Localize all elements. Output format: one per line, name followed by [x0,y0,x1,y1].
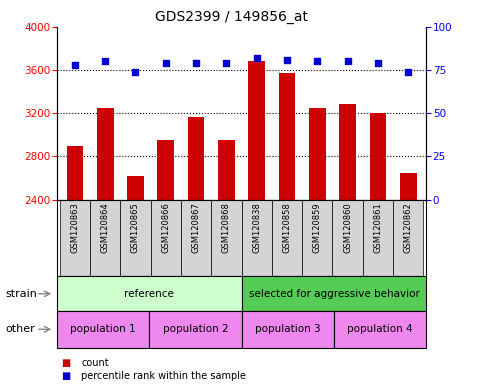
Text: GSM120861: GSM120861 [374,202,383,253]
Bar [90,200,120,276]
Bar [332,200,363,276]
Text: GDS2399 / 149856_at: GDS2399 / 149856_at [155,10,308,23]
Text: population 3: population 3 [255,324,320,334]
Bar [400,173,417,200]
Text: GSM120865: GSM120865 [131,202,140,253]
Point [404,69,412,75]
Bar [393,200,423,276]
Bar [149,311,242,348]
Bar [339,104,356,200]
Bar [334,311,426,348]
Text: GSM120863: GSM120863 [70,202,79,253]
Text: population 4: population 4 [348,324,413,334]
Bar [188,116,205,200]
Bar [57,311,149,348]
Bar [279,73,295,200]
Text: ■: ■ [62,371,71,381]
Text: GSM120864: GSM120864 [101,202,109,253]
Text: GSM120858: GSM120858 [282,202,291,253]
Bar [242,311,334,348]
Text: ■: ■ [62,358,71,368]
Bar [157,140,174,200]
Bar [67,146,83,200]
Bar [309,108,326,200]
Text: GSM120859: GSM120859 [313,202,322,253]
Bar [151,200,181,276]
Text: GSM120868: GSM120868 [222,202,231,253]
Bar [242,200,272,276]
Point [253,55,261,61]
Text: selected for aggressive behavior: selected for aggressive behavior [248,289,420,299]
Bar [60,200,90,276]
Text: reference: reference [124,289,174,299]
Text: percentile rank within the sample: percentile rank within the sample [81,371,246,381]
Point [314,58,321,65]
Bar [97,108,113,200]
Bar [248,61,265,200]
Bar [218,140,235,200]
Point [192,60,200,66]
Bar [211,200,242,276]
Text: population 2: population 2 [163,324,228,334]
Point [344,58,352,65]
Bar [370,113,387,200]
Point [222,60,230,66]
Text: other: other [5,324,35,334]
Text: strain: strain [5,289,37,299]
Bar [302,200,332,276]
Point [283,56,291,63]
Point [374,60,382,66]
Bar [242,276,426,311]
Text: GSM120867: GSM120867 [192,202,201,253]
Point [101,58,109,65]
Text: GSM120860: GSM120860 [343,202,352,253]
Text: count: count [81,358,109,368]
Text: GSM120838: GSM120838 [252,202,261,253]
Bar [181,200,211,276]
Bar [272,200,302,276]
Point [132,69,140,75]
Point [162,60,170,66]
Bar [363,200,393,276]
Text: population 1: population 1 [70,324,136,334]
Bar [120,200,151,276]
Bar [57,276,242,311]
Text: GSM120866: GSM120866 [161,202,170,253]
Text: GSM120862: GSM120862 [404,202,413,253]
Point [71,62,79,68]
Bar [127,176,144,200]
